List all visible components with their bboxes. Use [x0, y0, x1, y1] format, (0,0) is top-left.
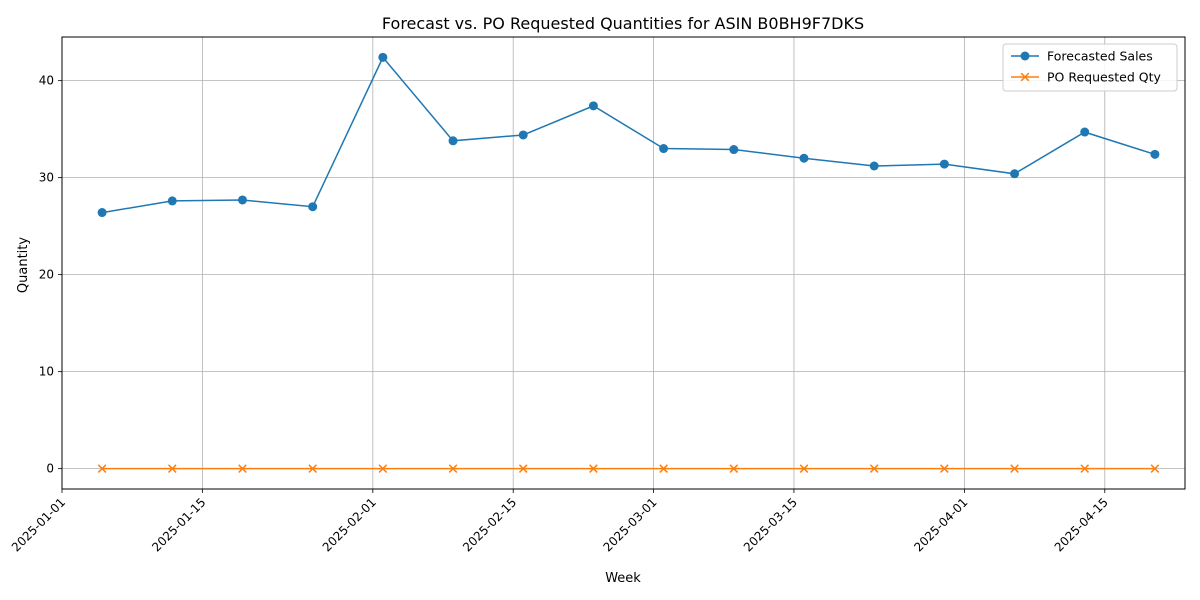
data-point[interactable] — [869, 464, 879, 473]
series-po-requested-qty — [97, 464, 1160, 473]
y-tick-label: 0 — [46, 462, 54, 476]
data-point[interactable] — [939, 159, 949, 169]
legend-label: PO Requested Qty — [1047, 70, 1161, 85]
data-point[interactable] — [799, 153, 809, 163]
y-tick-label: 10 — [39, 365, 54, 379]
legend[interactable]: Forecasted Sales PO Requested Qty — [1002, 43, 1178, 92]
series-forecasted-sales — [97, 52, 1160, 218]
data-point[interactable] — [518, 464, 528, 473]
data-point[interactable] — [448, 136, 458, 146]
data-point[interactable] — [1080, 464, 1090, 473]
x-axis-label: Week — [605, 571, 641, 586]
y-tick-label: 40 — [39, 74, 54, 88]
data-point[interactable] — [308, 464, 318, 473]
legend-marker — [1020, 51, 1030, 61]
data-point[interactable] — [729, 464, 739, 473]
legend-marker — [1020, 72, 1030, 82]
data-point[interactable] — [238, 464, 247, 473]
data-point[interactable] — [167, 464, 177, 473]
y-tick-label: 20 — [39, 268, 54, 282]
data-point[interactable] — [869, 161, 879, 171]
data-point[interactable] — [237, 195, 247, 205]
y-axis-label: Quantity — [16, 237, 31, 293]
data-point[interactable] — [589, 464, 598, 473]
data-point[interactable] — [588, 101, 598, 111]
y-tick-label: 30 — [39, 171, 54, 185]
data-point[interactable] — [167, 196, 177, 206]
data-point[interactable] — [659, 464, 668, 473]
series-layer — [97, 52, 1160, 473]
data-point[interactable] — [97, 208, 107, 218]
data-point[interactable] — [1150, 464, 1160, 473]
series-line-forecasted-sales — [101, 56, 1156, 214]
data-point[interactable] — [1080, 127, 1090, 137]
legend-box — [1002, 43, 1178, 92]
data-point[interactable] — [729, 145, 739, 155]
chart-title: Forecast vs. PO Requested Quantities for… — [382, 14, 864, 33]
data-point[interactable] — [448, 464, 458, 473]
legend-label: Forecasted Sales — [1047, 49, 1153, 64]
legend-item[interactable]: Forecasted Sales — [1011, 49, 1153, 64]
data-point[interactable] — [799, 464, 809, 473]
legend-item[interactable]: PO Requested Qty — [1011, 70, 1161, 85]
data-point[interactable] — [97, 464, 107, 473]
plot-area-frame — [61, 36, 1186, 490]
data-point[interactable] — [378, 464, 388, 473]
data-point[interactable] — [378, 52, 388, 62]
data-point[interactable] — [518, 130, 528, 140]
data-point[interactable] — [1010, 464, 1019, 473]
data-point[interactable] — [1150, 149, 1160, 159]
data-point[interactable] — [308, 202, 318, 212]
data-point[interactable] — [940, 464, 949, 473]
data-point[interactable] — [659, 144, 669, 154]
data-point[interactable] — [1010, 169, 1020, 179]
